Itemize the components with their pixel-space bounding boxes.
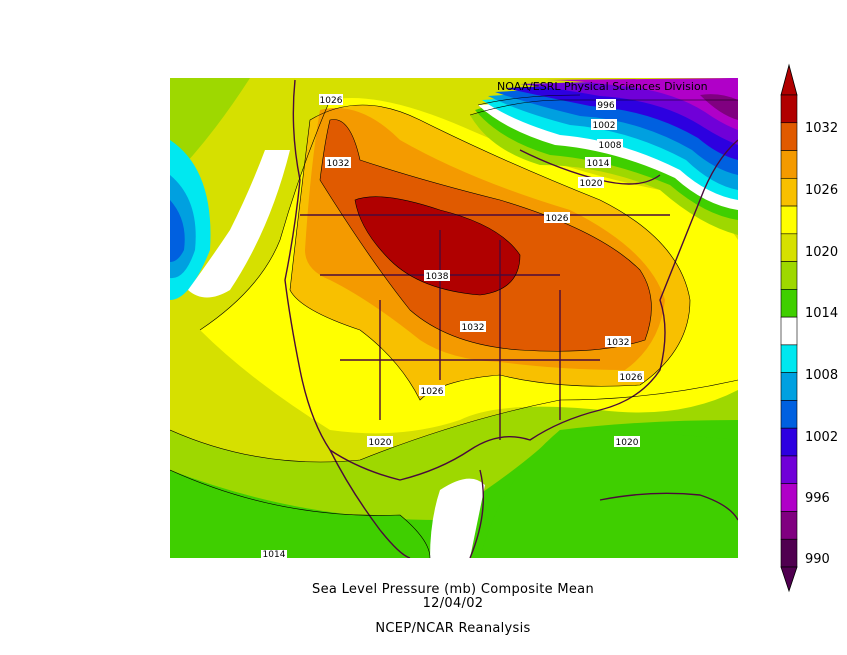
contour-label: 1002 <box>591 119 617 131</box>
colorbar-segment <box>780 538 798 568</box>
colorbar-segment <box>780 150 798 179</box>
svg-text:1020: 1020 <box>580 179 603 189</box>
colorbar-segment <box>780 511 798 540</box>
colorbar-tick-label: 990 <box>805 552 830 567</box>
svg-text:1026: 1026 <box>620 373 643 383</box>
contour-labels: 1026 1032 996 1002 1008 1014 1020 1026 1… <box>261 94 644 560</box>
colorbar-tick-label: 1008 <box>805 368 839 383</box>
colorbar-segment <box>780 455 798 485</box>
svg-text:1038: 1038 <box>426 272 449 282</box>
contour-label: 996 <box>596 99 616 111</box>
colorbar-segment <box>780 316 798 346</box>
svg-text:1014: 1014 <box>263 550 286 560</box>
colorbar-segment <box>780 483 798 512</box>
colorbar-tick-label: 1002 <box>805 430 839 445</box>
colorbar-segment <box>780 233 798 262</box>
contour-label: 1014 <box>585 157 611 169</box>
caption-source: NCEP/NCAR Reanalysis <box>375 621 531 636</box>
colorbar-segment <box>780 177 798 207</box>
contour-label: 1032 <box>325 157 351 169</box>
colorbar <box>780 63 798 593</box>
contour-label: 1026 <box>319 94 343 106</box>
caption-title: Sea Level Pressure (mb) Composite Mean <box>312 582 594 597</box>
colorbar-segment <box>780 427 798 457</box>
contour-lines <box>170 94 738 558</box>
contour-label: 1026 <box>419 385 445 397</box>
contour-label: 1026 <box>544 212 570 224</box>
contour-label: 1014 <box>261 550 287 560</box>
contour-label: 1020 <box>578 177 604 189</box>
svg-text:1026: 1026 <box>421 387 444 397</box>
geographic-outlines <box>284 79 738 558</box>
svg-text:996: 996 <box>597 101 614 111</box>
credit-text: NOAA/ESRL Physical Sciences Division <box>497 80 708 93</box>
svg-text:1008: 1008 <box>599 141 622 151</box>
colorbar-segment <box>780 372 798 401</box>
contour-label: 1032 <box>460 321 486 333</box>
colorbar-bottom-arrow <box>780 566 798 593</box>
caption-date: 12/04/02 <box>422 596 484 611</box>
contour-label: 1008 <box>597 139 623 151</box>
svg-text:1032: 1032 <box>462 323 485 333</box>
colorbar-tick-label: 1032 <box>805 121 839 136</box>
contour-label: 1026 <box>618 371 644 383</box>
colorbar-segment <box>780 205 798 235</box>
colorbar-tick-label: 1020 <box>805 245 839 260</box>
contour-label: 1038 <box>424 270 450 282</box>
colorbar-tick-label: 1026 <box>805 183 839 198</box>
contour-label: 1032 <box>605 336 631 348</box>
colorbar-tick-label: 996 <box>805 491 830 506</box>
colorbar-segment <box>780 289 798 318</box>
svg-text:1026: 1026 <box>320 96 343 106</box>
contour-label: 1020 <box>614 436 640 448</box>
colorbar-segment <box>780 122 798 151</box>
contour-fields <box>170 78 738 558</box>
contour-label: 1020 <box>367 436 393 448</box>
svg-text:1020: 1020 <box>616 438 639 448</box>
colorbar-segment <box>780 344 798 373</box>
colorbar-segment <box>780 400 798 429</box>
svg-text:1002: 1002 <box>593 121 616 131</box>
svg-text:1032: 1032 <box>327 159 350 169</box>
colorbar-segment <box>780 261 798 290</box>
colorbar-tick-label: 1014 <box>805 306 839 321</box>
colorbar-top-arrow <box>780 63 798 96</box>
svg-text:1014: 1014 <box>587 159 610 169</box>
svg-text:1026: 1026 <box>546 214 569 224</box>
svg-text:1032: 1032 <box>607 338 630 348</box>
svg-text:1020: 1020 <box>369 438 392 448</box>
colorbar-segment <box>780 94 798 124</box>
